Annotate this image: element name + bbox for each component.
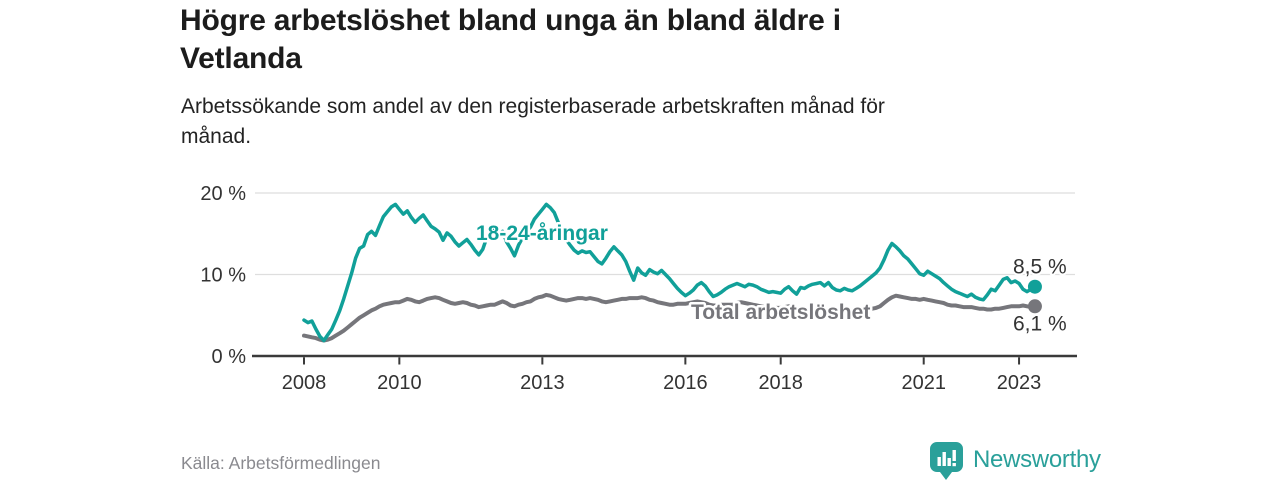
x-axis-tick-label: 2023 (997, 372, 1042, 394)
series-label-18-24-aringar: 18-24-åringar (476, 222, 608, 245)
y-axis-tick-label: 0 % (212, 346, 247, 368)
series-line-total-arbetsloshet (302, 292, 1037, 343)
y-axis-tick-label: 20 % (200, 183, 246, 205)
source-note: Källa: Arbetsförmedlingen (181, 453, 381, 473)
page-subtitle: Arbetssökande som andel av den registerb… (181, 95, 885, 148)
y-axis-tick-label: 10 % (200, 265, 246, 287)
brand-logo: Newsworthy (928, 440, 1101, 480)
series-end-dot (1027, 299, 1042, 314)
series-line-18-24-aringar (302, 202, 1037, 343)
latest-value-label: 6,1 % (1013, 312, 1067, 335)
x-axis-tick-label: 2021 (901, 372, 946, 394)
newsworthy-chart-bubble-icon (930, 442, 963, 480)
series-label-total-arbetsloshet: Total arbetslöshet (691, 301, 870, 324)
latest-value-label: 8,5 % (1013, 256, 1067, 279)
brand-name: Newsworthy (973, 446, 1101, 473)
series-end-dot (1027, 279, 1042, 294)
x-axis-tick-label: 2016 (663, 372, 708, 394)
x-axis-tick-label: 2008 (282, 372, 327, 394)
x-axis-tick-label: 2013 (520, 372, 565, 394)
x-axis-tick-label: 2010 (377, 372, 422, 394)
page-title: Högre arbetslöshet bland unga än bland ä… (180, 4, 841, 75)
x-axis-tick-label: 2018 (758, 372, 803, 394)
